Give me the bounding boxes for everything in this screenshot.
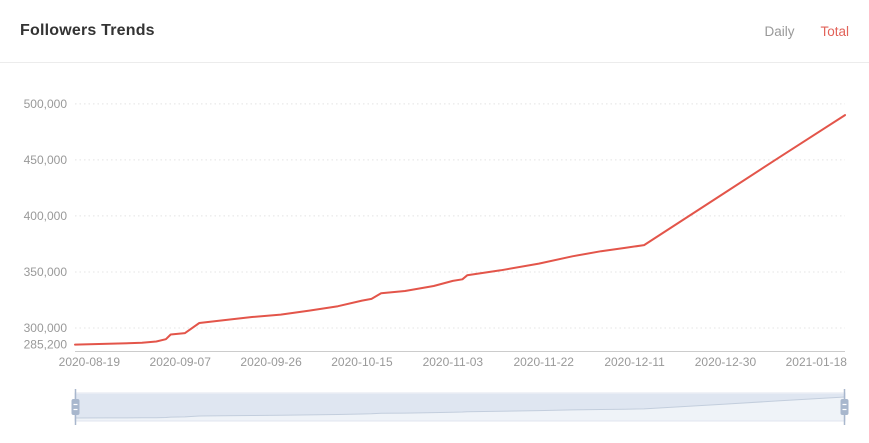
x-axis-label: 2020-11-03 bbox=[423, 355, 484, 369]
followers-chart: 285,200 300,000 350,000 400,000 450,000 500,0… bbox=[24, 96, 849, 425]
card-header: Followers Trends Daily Total bbox=[0, 0, 869, 62]
slider-data-shadow bbox=[74, 394, 846, 419]
y-axis-label: 285,200 bbox=[24, 338, 68, 352]
slider-right-handle[interactable] bbox=[840, 389, 849, 425]
x-axis-label: 2020-10-15 bbox=[331, 355, 393, 369]
datazoom-slider bbox=[71, 389, 849, 425]
x-axis-label: 2020-09-26 bbox=[240, 355, 302, 369]
series-lines bbox=[74, 114, 846, 346]
x-axis-label: 2020-09-07 bbox=[150, 355, 212, 369]
page-title: Followers Trends bbox=[20, 22, 155, 39]
x-axis-label: 2020-12-30 bbox=[695, 355, 757, 369]
y-axis-label: 500,000 bbox=[24, 97, 68, 111]
y-axis-label: 300,000 bbox=[24, 321, 68, 335]
tab-daily[interactable]: Daily bbox=[764, 23, 795, 39]
header-divider bbox=[0, 62, 869, 63]
slider-preview-line bbox=[74, 396, 846, 419]
slider-left-handle[interactable] bbox=[71, 389, 80, 425]
x-axis-label: 2020-11-22 bbox=[513, 355, 574, 369]
trend-line bbox=[74, 114, 846, 346]
x-axis-label: 2020-12-11 bbox=[604, 355, 665, 369]
view-toggle: Daily Total bbox=[764, 24, 849, 39]
y-axis-label: 450,000 bbox=[24, 153, 68, 167]
slider-selected-area bbox=[75, 394, 845, 418]
x-axis-label: 2020-08-19 bbox=[59, 355, 121, 369]
x-axis-label: 2021-01-18 bbox=[786, 355, 848, 369]
tab-total[interactable]: Total bbox=[820, 23, 849, 39]
y-axis-labels: 285,200 300,000 350,000 400,000 450,000 500,0… bbox=[24, 97, 68, 352]
y-axis-label: 350,000 bbox=[24, 265, 68, 279]
x-axis-labels: 2020-08-19 2020-09-07 2020-09-26 2020-10-15… bbox=[59, 355, 848, 369]
y-axis-label: 400,000 bbox=[24, 209, 68, 223]
chart-plot-area[interactable] bbox=[75, 96, 845, 351]
